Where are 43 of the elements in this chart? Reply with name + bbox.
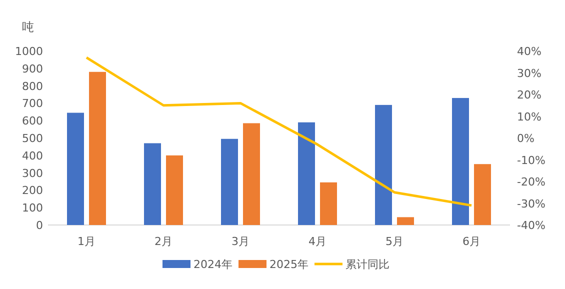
- y-tick-label: 700: [22, 97, 43, 110]
- bar: [166, 155, 183, 225]
- y2-tick-label: 10%: [517, 110, 542, 124]
- y2-tick-label: -10%: [517, 154, 546, 167]
- y-tick-label: 800: [22, 80, 43, 93]
- bar: [144, 143, 161, 225]
- x-tick-label: 3月: [232, 235, 250, 248]
- bar: [67, 112, 84, 225]
- y-axis-title: 吨: [22, 20, 34, 34]
- x-tick-label: 6月: [462, 235, 480, 248]
- y-tick-label: 0: [36, 219, 43, 232]
- line-series: [85, 56, 473, 207]
- y-tick-label: 1000: [15, 45, 43, 58]
- y-tick-label: 400: [22, 149, 43, 162]
- y2-tick-label: -30%: [517, 197, 546, 210]
- y2-tick-label: 40%: [517, 45, 542, 58]
- x-tick-label: 1月: [78, 235, 96, 248]
- bar: [452, 98, 469, 225]
- legend-label: 2025年: [270, 258, 308, 271]
- bar: [320, 182, 337, 225]
- y2-tick-label: -20%: [517, 176, 546, 188]
- bar: [474, 164, 491, 225]
- bar: [375, 104, 392, 225]
- y2-tick-label: 20%: [517, 88, 542, 102]
- bar: [221, 138, 238, 225]
- y-tick-label: 600: [22, 114, 43, 128]
- bar: [243, 123, 260, 225]
- x-tick-label: 5月: [386, 235, 404, 248]
- y2-tick-label: -40%: [517, 219, 546, 232]
- y-tick-label: 500: [22, 132, 43, 145]
- y-tick-label: 100: [22, 202, 43, 215]
- y2-tick-label: 0%: [517, 132, 534, 145]
- y-tick-label: 200: [22, 184, 43, 198]
- y2-tick-label: 30%: [517, 66, 542, 80]
- bar: [397, 217, 414, 225]
- y-tick-label: 300: [22, 166, 43, 180]
- y-tick-label: 900: [22, 62, 43, 76]
- x-tick-label: 4月: [308, 235, 326, 248]
- legend-label: 累计同比: [346, 258, 390, 271]
- legend-label: 2024年: [194, 258, 232, 271]
- x-tick-label: 2月: [154, 235, 172, 248]
- bar: [89, 72, 106, 225]
- bar: [298, 122, 315, 225]
